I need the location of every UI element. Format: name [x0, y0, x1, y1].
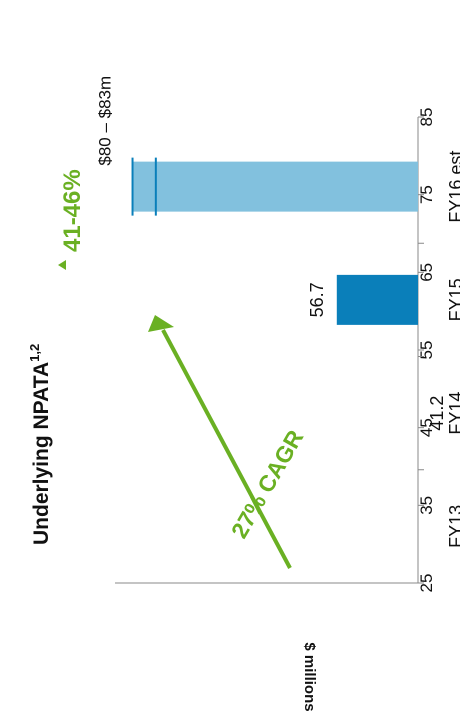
y-axis-label: $ millions — [301, 642, 318, 711]
cagr-annotation: 27% CAGR — [148, 315, 309, 569]
chart-title-text: Underlying NPATA — [30, 362, 53, 545]
value-tick-label: 55 — [417, 341, 436, 360]
value-tick-label: 25 — [417, 574, 436, 593]
data-label: 41.2 — [427, 396, 447, 431]
value-tick-label: 45 — [417, 418, 436, 437]
chart-title-superscript: 1,2 — [27, 344, 42, 362]
bar-layer — [132, 161, 419, 325]
estimate-bar — [132, 161, 419, 212]
category-label: FY16 est — [446, 151, 460, 223]
value-tick-label: 35 — [417, 496, 436, 515]
growth-up-arrow-icon — [58, 260, 66, 270]
category-label: FY14 — [446, 392, 460, 435]
category-label: FY15 — [446, 278, 460, 321]
growth-annotation: 41-46% — [58, 169, 86, 270]
chart-title: Underlying NPATA1,2 — [27, 344, 53, 545]
data-label: 56.7 — [307, 282, 327, 317]
value-tick-label: 75 — [417, 185, 436, 204]
axis-layer: 25 35 45 55 65 75 85 — [115, 108, 436, 593]
value-tick-label: 85 — [417, 108, 436, 127]
range-label: $80 – $83m — [96, 76, 115, 166]
cagr-arrow-line — [161, 329, 292, 569]
value-tick-label: 65 — [417, 263, 436, 282]
bar — [336, 274, 418, 325]
cagr-arrow-head — [148, 315, 174, 332]
category-label: FY13 — [446, 505, 460, 548]
growth-label: 41-46% — [59, 169, 86, 252]
